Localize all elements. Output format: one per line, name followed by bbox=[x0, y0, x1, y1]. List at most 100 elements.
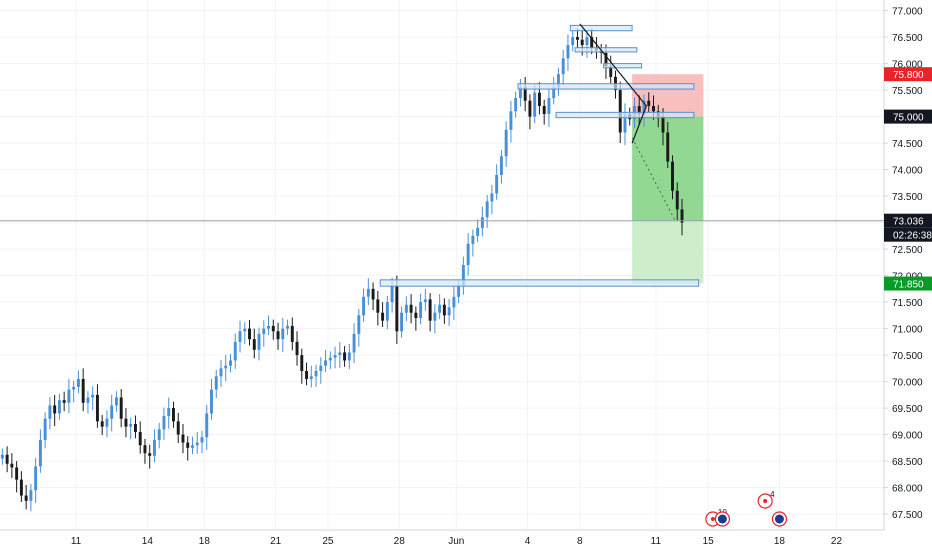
candle-body bbox=[542, 106, 546, 114]
candle-body bbox=[148, 453, 152, 456]
candle bbox=[490, 184, 494, 215]
event-markers[interactable]: 104 bbox=[705, 490, 788, 527]
stop-price-label-bg bbox=[884, 67, 932, 82]
candle bbox=[95, 384, 99, 428]
time-tick-label: 21 bbox=[270, 536, 282, 547]
candle bbox=[162, 407, 166, 440]
profit-zone-remaining bbox=[632, 220, 704, 284]
candle bbox=[485, 195, 489, 228]
candle-body bbox=[390, 286, 394, 303]
candle bbox=[680, 198, 684, 236]
candle bbox=[167, 397, 171, 429]
candle bbox=[371, 282, 375, 311]
candle-body bbox=[200, 437, 204, 443]
candle bbox=[143, 438, 147, 464]
candle-body bbox=[395, 286, 399, 332]
candle bbox=[15, 461, 19, 493]
flag-fill-icon bbox=[774, 514, 784, 524]
candle bbox=[404, 296, 408, 322]
candle-body bbox=[214, 376, 218, 390]
candle bbox=[499, 149, 503, 184]
candle bbox=[333, 346, 337, 369]
candle bbox=[100, 414, 104, 436]
candle bbox=[243, 322, 247, 344]
candle-body bbox=[514, 98, 518, 112]
candle-body bbox=[666, 132, 670, 162]
candle-body bbox=[447, 307, 451, 316]
candle bbox=[67, 378, 71, 414]
candle-body bbox=[171, 408, 175, 422]
drawings[interactable] bbox=[0, 23, 884, 287]
time-tick-label: 11 bbox=[651, 536, 662, 547]
candle-body bbox=[276, 331, 280, 340]
candle-body bbox=[186, 442, 190, 448]
candle bbox=[400, 306, 404, 338]
candle-body bbox=[0, 454, 4, 459]
candle bbox=[480, 206, 484, 237]
candle-body bbox=[404, 304, 408, 313]
candle-body bbox=[72, 386, 76, 390]
candle-body bbox=[152, 439, 156, 456]
price-tick-label: 73.500 bbox=[892, 192, 923, 203]
candle-body bbox=[309, 376, 313, 379]
country-flag-icon[interactable] bbox=[714, 511, 731, 527]
candle bbox=[86, 391, 90, 414]
candle bbox=[34, 457, 38, 503]
price-tick-label: 77.000 bbox=[892, 7, 923, 18]
candle bbox=[556, 67, 560, 96]
candle bbox=[295, 331, 299, 366]
candle-body bbox=[347, 352, 351, 361]
economic-event-marker[interactable]: 4 bbox=[757, 490, 775, 509]
candle-body bbox=[466, 243, 470, 265]
candle bbox=[471, 229, 475, 257]
candle-body bbox=[509, 111, 513, 130]
candle-body bbox=[219, 368, 223, 377]
candle-body bbox=[452, 296, 456, 308]
candle bbox=[205, 404, 209, 450]
candle bbox=[585, 30, 589, 58]
candle-body bbox=[528, 100, 532, 117]
entry-price-label-bg bbox=[884, 109, 932, 124]
candle bbox=[452, 286, 456, 321]
candle bbox=[362, 288, 366, 322]
candle bbox=[343, 346, 347, 367]
candle-body bbox=[43, 418, 47, 440]
candle bbox=[466, 233, 470, 276]
candle-body bbox=[499, 156, 503, 175]
time-tick-label: 8 bbox=[577, 536, 583, 547]
candle bbox=[352, 323, 356, 364]
candle bbox=[214, 369, 218, 399]
candle bbox=[433, 304, 437, 334]
country-flag-icon[interactable] bbox=[771, 511, 788, 527]
candle bbox=[328, 351, 332, 369]
time-tick-label: 25 bbox=[322, 536, 334, 547]
candle bbox=[195, 431, 199, 454]
candle bbox=[281, 318, 285, 352]
candle bbox=[319, 357, 323, 384]
candle-body bbox=[352, 333, 356, 353]
time-tick-label: 14 bbox=[142, 536, 154, 547]
candle bbox=[419, 293, 423, 325]
candle-body bbox=[461, 265, 465, 287]
candle bbox=[300, 348, 304, 384]
candle-body bbox=[157, 429, 161, 440]
candle bbox=[224, 355, 228, 382]
triangle-pattern bbox=[579, 23, 648, 144]
candle bbox=[385, 295, 389, 330]
candles[interactable] bbox=[0, 28, 684, 512]
current-price-label: 73.036 bbox=[893, 217, 924, 228]
candle bbox=[637, 95, 641, 125]
candle-body bbox=[428, 299, 432, 321]
candle bbox=[72, 380, 76, 403]
candle-body bbox=[15, 467, 19, 480]
price-tick-label: 69.500 bbox=[892, 404, 923, 415]
candle bbox=[76, 370, 80, 394]
candle-body bbox=[100, 421, 104, 427]
candle-body bbox=[343, 352, 347, 361]
candle bbox=[647, 92, 651, 113]
candle bbox=[561, 49, 565, 85]
candle-body bbox=[371, 288, 375, 300]
candle-body bbox=[385, 302, 389, 321]
candle bbox=[62, 391, 66, 412]
